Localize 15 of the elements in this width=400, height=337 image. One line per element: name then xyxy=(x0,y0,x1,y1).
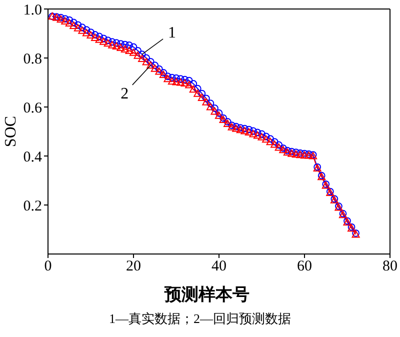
x-tick-label: 20 xyxy=(126,258,141,275)
y-tick-label: 0.6 xyxy=(23,100,42,116)
x-tick-label: 40 xyxy=(212,258,226,275)
annotation: 1 xyxy=(168,24,176,42)
y-tick-label: 0.8 xyxy=(23,51,42,68)
y-tick-label: 0.2 xyxy=(23,198,42,214)
x-tick-label: 0 xyxy=(44,258,52,275)
y-axis-title: SOC xyxy=(2,116,20,148)
annotation: 2 xyxy=(120,85,129,102)
text: 1—真实数据；2—回归预测数据 xyxy=(108,310,292,328)
x-axis-title: 预测样本号 xyxy=(163,284,250,306)
y-tick-label: 1.0 xyxy=(23,2,42,18)
x-tick-label: 80 xyxy=(382,258,398,275)
x-tick-label: 60 xyxy=(297,258,312,275)
y-tick-label: 0.4 xyxy=(23,149,42,166)
